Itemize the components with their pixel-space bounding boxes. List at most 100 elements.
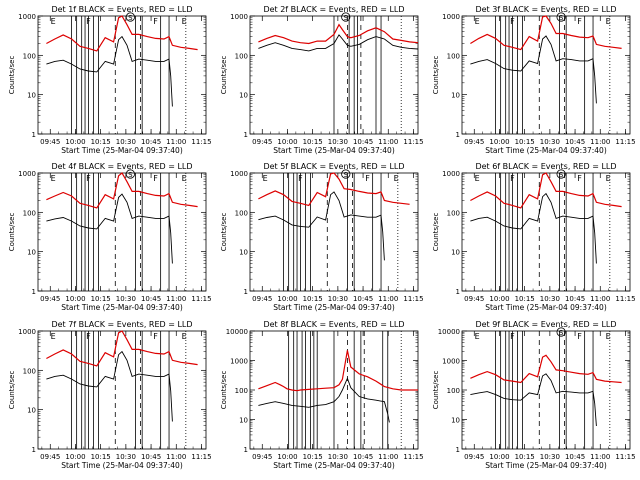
segment-label: E [606, 174, 611, 183]
saa-marker-circle [341, 169, 351, 179]
y-tick-label: 10 [27, 407, 36, 415]
saa-marker-circle [556, 12, 566, 22]
x-axis-title: Start Time (25-Mar-04 09:37:40) [61, 146, 183, 155]
y-tick-label: 1 [244, 131, 248, 139]
y-tick-label: 100 [447, 209, 460, 217]
segment-label: E [475, 17, 480, 26]
panel-det9: Det 9f BLACK = Events, RED = LLD 1 10 100 10… [432, 320, 636, 470]
x-axis-title: Start Time (25-Mar-04 09:37:40) [61, 303, 183, 312]
x-axis-title: Start Time (25-Mar-04 09:37:40) [273, 303, 395, 312]
y-tick-label: 100 [235, 52, 248, 60]
events-series-line [470, 373, 597, 427]
panel-det8: Det 8f BLACK = Events, RED = LLD 1 10 100 10… [220, 320, 424, 470]
segment-label: E [182, 17, 187, 26]
y-tick-label: 1000 [442, 358, 460, 366]
x-tick-label: 11:15 [615, 138, 635, 146]
segment-label: E [51, 17, 56, 26]
x-tick-label: 10:30 [116, 295, 136, 303]
segment-label: F [510, 17, 515, 26]
x-tick-label: 11:15 [615, 453, 635, 461]
x-tick-label: 11:00 [166, 138, 186, 146]
x-tick-label: 10:45 [565, 295, 585, 303]
segment-label: F [86, 17, 91, 26]
x-tick-label: 10:45 [141, 295, 161, 303]
lld-series-line [258, 23, 419, 45]
saa-marker-circle [556, 169, 566, 179]
x-tick-label: 10:00 [489, 453, 509, 461]
x-tick-label: 10:00 [65, 453, 85, 461]
plot-frame [37, 15, 207, 135]
x-tick-label: 10:45 [565, 453, 585, 461]
y-tick-label: 1000 [442, 170, 460, 178]
segment-label: E [606, 332, 611, 341]
y-tick-label: 1000 [18, 13, 36, 21]
y-axis-label: Counts/sec [8, 371, 16, 410]
x-tick-label: 11:00 [378, 138, 398, 146]
y-tick-label: 1000 [18, 170, 36, 178]
segment-label: S [128, 14, 133, 22]
x-tick-label: 10:15 [91, 138, 111, 146]
segment-label: E [394, 174, 399, 183]
segment-label: F [577, 17, 582, 26]
segment-label: S [559, 171, 564, 179]
x-tick-label: 11:15 [191, 453, 211, 461]
lld-series-line [470, 15, 622, 51]
panel-title: Det 8f BLACK = Events, RED = LLD [263, 320, 404, 329]
lld-series-line [46, 330, 198, 367]
x-tick-label: 11:00 [590, 138, 610, 146]
panel-det2: Det 2f BLACK = Events, RED = LLD 1 10 100 10… [220, 5, 424, 155]
events-series-line [46, 350, 173, 422]
y-tick-label: 1000 [18, 328, 36, 336]
plot-frame [461, 172, 631, 292]
segment-label: E [51, 332, 56, 341]
y-tick-label: 100 [235, 387, 248, 395]
segment-label: F [298, 174, 303, 183]
segment-label: F [577, 174, 582, 183]
lld-series-line [46, 172, 198, 209]
y-tick-label: 10000 [226, 328, 248, 336]
y-tick-label: 1 [456, 131, 460, 139]
x-tick-label: 10:30 [540, 295, 560, 303]
segment-label: S [344, 171, 349, 179]
x-tick-label: 10:00 [65, 138, 85, 146]
y-axis-label: Counts/sec [8, 56, 16, 95]
x-tick-label: 10:00 [489, 138, 509, 146]
segment-label: F [153, 174, 158, 183]
panel-title: Det 5f BLACK = Events, RED = LLD [263, 162, 404, 171]
x-axis-title: Start Time (25-Mar-04 09:37:40) [61, 461, 183, 470]
x-tick-label: 11:15 [403, 138, 423, 146]
segment-label: E [182, 174, 187, 183]
y-tick-label: 100 [447, 52, 460, 60]
x-tick-label: 10:00 [65, 295, 85, 303]
segment-label: S [344, 14, 349, 22]
y-tick-label: 1 [244, 446, 248, 454]
x-tick-label: 10:30 [116, 453, 136, 461]
y-tick-label: 100 [23, 52, 36, 60]
events-series-line [46, 35, 173, 107]
y-tick-label: 100 [447, 387, 460, 395]
saa-marker-circle [125, 12, 135, 22]
x-tick-label: 09:45 [464, 295, 484, 303]
x-tick-label: 10:15 [303, 295, 323, 303]
panel-title: Det 6f BLACK = Events, RED = LLD [475, 162, 616, 171]
x-tick-label: 11:15 [403, 453, 423, 461]
x-tick-label: 10:15 [515, 138, 535, 146]
y-axis-label: Counts/sec [432, 213, 440, 252]
y-axis-label: Counts/sec [220, 56, 228, 95]
x-tick-label: 09:45 [464, 453, 484, 461]
segment-label: F [153, 17, 158, 26]
x-tick-label: 09:45 [40, 453, 60, 461]
y-tick-label: 10 [239, 92, 248, 100]
panel-det6: Det 6f BLACK = Events, RED = LLD 1 10 100 10… [432, 162, 636, 312]
x-tick-label: 11:15 [615, 295, 635, 303]
x-tick-label: 10:15 [515, 453, 535, 461]
events-series-line [258, 377, 390, 423]
x-tick-label: 10:15 [303, 138, 323, 146]
lld-series-line [470, 354, 622, 384]
x-tick-label: 09:45 [252, 295, 272, 303]
y-tick-label: 1 [32, 131, 36, 139]
x-tick-label: 10:45 [565, 138, 585, 146]
plot-frame [461, 330, 631, 450]
panel-title: Det 9f BLACK = Events, RED = LLD [475, 320, 616, 329]
